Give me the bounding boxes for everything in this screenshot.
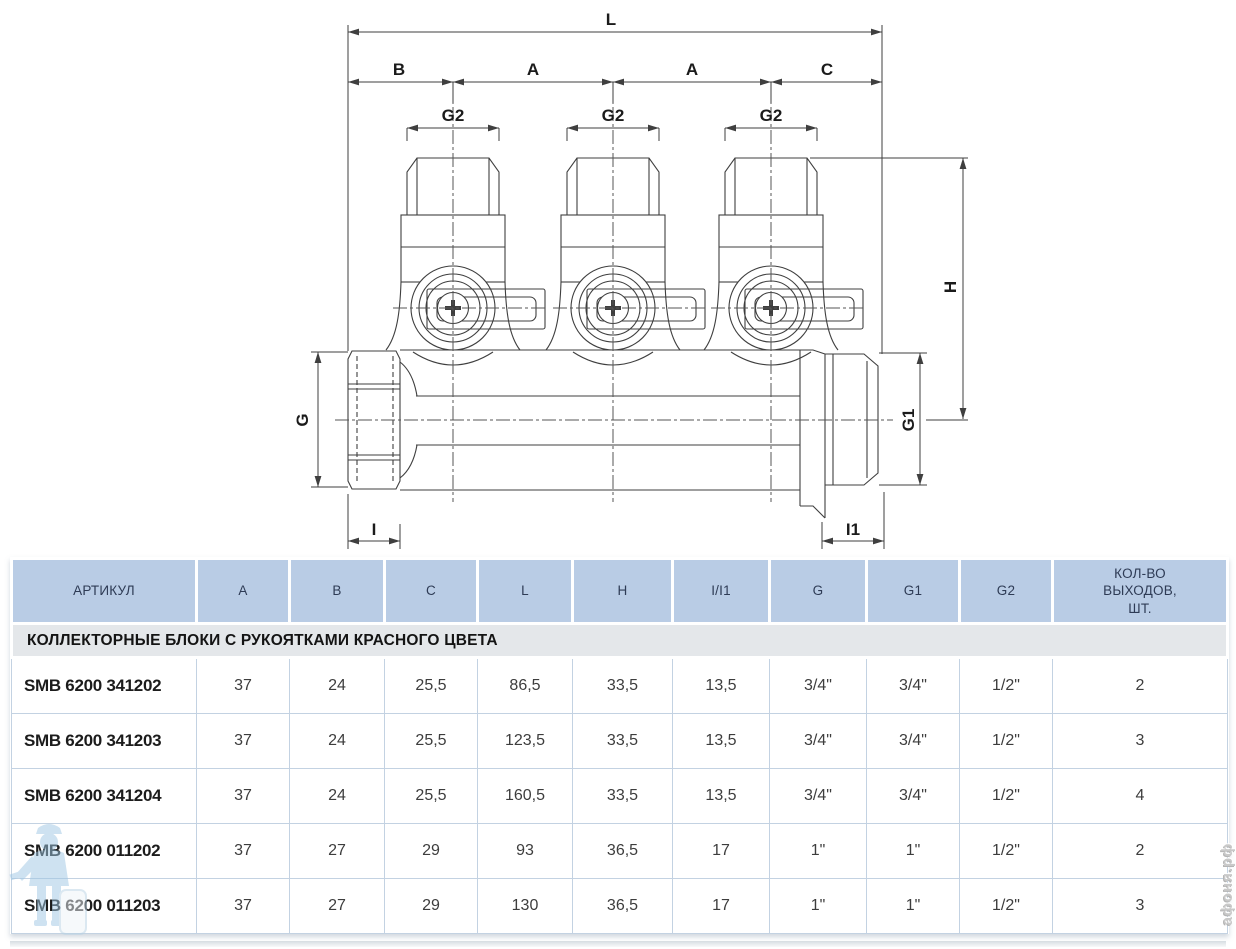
- value-cell: 13,5: [672, 713, 770, 769]
- dimension-arrows: [314, 28, 967, 545]
- technical-drawing: L B A A C G2 G2 G2 G G1 H I I1: [293, 10, 968, 549]
- table-row: SMB 6200 341203 37 24 25,5 123,5 33,5 13…: [11, 713, 1228, 769]
- value-cell: 13,5: [672, 657, 770, 714]
- spec-table: АРТИКУЛ А В С L H I/I1 G G1 G2 КОЛ-ВО ВЫ…: [10, 557, 1229, 934]
- value-cell: 36,5: [572, 878, 673, 934]
- valve-handles: [410, 265, 864, 351]
- value-cell: 1/2": [959, 657, 1053, 714]
- dim-label-b: B: [393, 60, 405, 79]
- value-cell: 1/2": [959, 713, 1053, 769]
- col-header-g: G: [768, 557, 868, 625]
- value-cell: 4: [1052, 768, 1228, 824]
- value-cell: 3/4": [866, 713, 960, 769]
- value-cell: 130: [477, 878, 573, 934]
- value-cell: 93: [477, 823, 573, 879]
- value-cell: 3/4": [769, 768, 867, 824]
- dim-label-g2-1: G2: [442, 106, 465, 125]
- value-cell: 3/4": [769, 657, 867, 714]
- col-header-i-i1: I/I1: [671, 557, 771, 625]
- centerlines: [335, 84, 893, 502]
- value-cell: 17: [672, 823, 770, 879]
- value-cell: 86,5: [477, 657, 573, 714]
- col-header-b: В: [288, 557, 386, 625]
- dim-label-i1: I1: [846, 520, 860, 539]
- value-cell: 37: [196, 768, 290, 824]
- section-title: КОЛЛЕКТОРНЫЕ БЛОКИ С РУКОЯТКАМИ КРАСНОГО…: [10, 622, 1229, 659]
- value-cell: 160,5: [477, 768, 573, 824]
- value-cell: 1": [769, 823, 867, 879]
- section-header-row: КОЛЛЕКТОРНЫЕ БЛОКИ С РУКОЯТКАМИ КРАСНОГО…: [10, 622, 1229, 659]
- col-header-g1: G1: [865, 557, 961, 625]
- value-cell: 33,5: [572, 657, 673, 714]
- dim-label-g2-3: G2: [760, 106, 783, 125]
- dim-label-g: G: [293, 413, 312, 426]
- value-cell: 123,5: [477, 713, 573, 769]
- dim-label-i: I: [372, 520, 377, 539]
- dim-label-c: C: [821, 60, 833, 79]
- value-cell: 2: [1052, 823, 1228, 879]
- value-cell: 1/2": [959, 823, 1053, 879]
- plumber-watermark: [9, 824, 87, 935]
- value-cell: 3: [1052, 878, 1228, 934]
- value-cell: 24: [289, 768, 385, 824]
- value-cell: 3/4": [866, 657, 960, 714]
- value-cell: 37: [196, 823, 290, 879]
- article-cell: SMB 6200 341202: [11, 657, 197, 714]
- dim-label-g1: G1: [899, 409, 918, 432]
- dim-label-l: L: [606, 10, 616, 29]
- value-cell: 1": [769, 878, 867, 934]
- col-header-artikul: АРТИКУЛ: [10, 557, 198, 625]
- value-cell: 27: [289, 878, 385, 934]
- value-cell: 33,5: [572, 713, 673, 769]
- value-cell: 3/4": [866, 768, 960, 824]
- value-cell: 37: [196, 657, 290, 714]
- table-row: SMB 6200 341204 37 24 25,5 160,5 33,5 13…: [11, 768, 1228, 824]
- col-header-h: H: [571, 557, 674, 625]
- col-header-g2: G2: [958, 557, 1054, 625]
- article-cell: SMB 6200 341203: [11, 713, 197, 769]
- site-watermark: афоня.рф: [1219, 842, 1236, 926]
- col-header-c: С: [383, 557, 479, 625]
- value-cell: 24: [289, 713, 385, 769]
- table-header-row: АРТИКУЛ А В С L H I/I1 G G1 G2 КОЛ-ВО ВЫ…: [10, 557, 1229, 625]
- value-cell: 3/4": [769, 713, 867, 769]
- value-cell: 37: [196, 878, 290, 934]
- dim-label-g2-2: G2: [602, 106, 625, 125]
- col-header-qty: КОЛ-ВО ВЫХОДОВ, ШТ.: [1051, 557, 1229, 625]
- dim-label-a1: A: [527, 60, 539, 79]
- value-cell: 25,5: [384, 713, 478, 769]
- table-shadow: [10, 941, 1226, 947]
- col-header-a: А: [195, 557, 291, 625]
- table-row: SMB 6200 011202 37 27 29 93 36,5 17 1" 1…: [11, 823, 1228, 879]
- table-row: SMB 6200 341202 37 24 25,5 86,5 33,5 13,…: [11, 657, 1228, 714]
- value-cell: 29: [384, 878, 478, 934]
- value-cell: 24: [289, 657, 385, 714]
- dim-label-a2: A: [686, 60, 698, 79]
- value-cell: 17: [672, 878, 770, 934]
- value-cell: 36,5: [572, 823, 673, 879]
- value-cell: 3: [1052, 713, 1228, 769]
- table-row: SMB 6200 011203 37 27 29 130 36,5 17 1" …: [11, 878, 1228, 934]
- value-cell: 27: [289, 823, 385, 879]
- value-cell: 1/2": [959, 768, 1053, 824]
- value-cell: 13,5: [672, 768, 770, 824]
- value-cell: 1/2": [959, 878, 1053, 934]
- value-cell: 25,5: [384, 657, 478, 714]
- value-cell: 1": [866, 878, 960, 934]
- value-cell: 37: [196, 713, 290, 769]
- value-cell: 2: [1052, 657, 1228, 714]
- col-header-l: L: [476, 557, 574, 625]
- article-cell: SMB 6200 341204: [11, 768, 197, 824]
- value-cell: 29: [384, 823, 478, 879]
- value-cell: 25,5: [384, 768, 478, 824]
- value-cell: 1": [866, 823, 960, 879]
- dim-label-h: H: [941, 281, 960, 293]
- value-cell: 33,5: [572, 768, 673, 824]
